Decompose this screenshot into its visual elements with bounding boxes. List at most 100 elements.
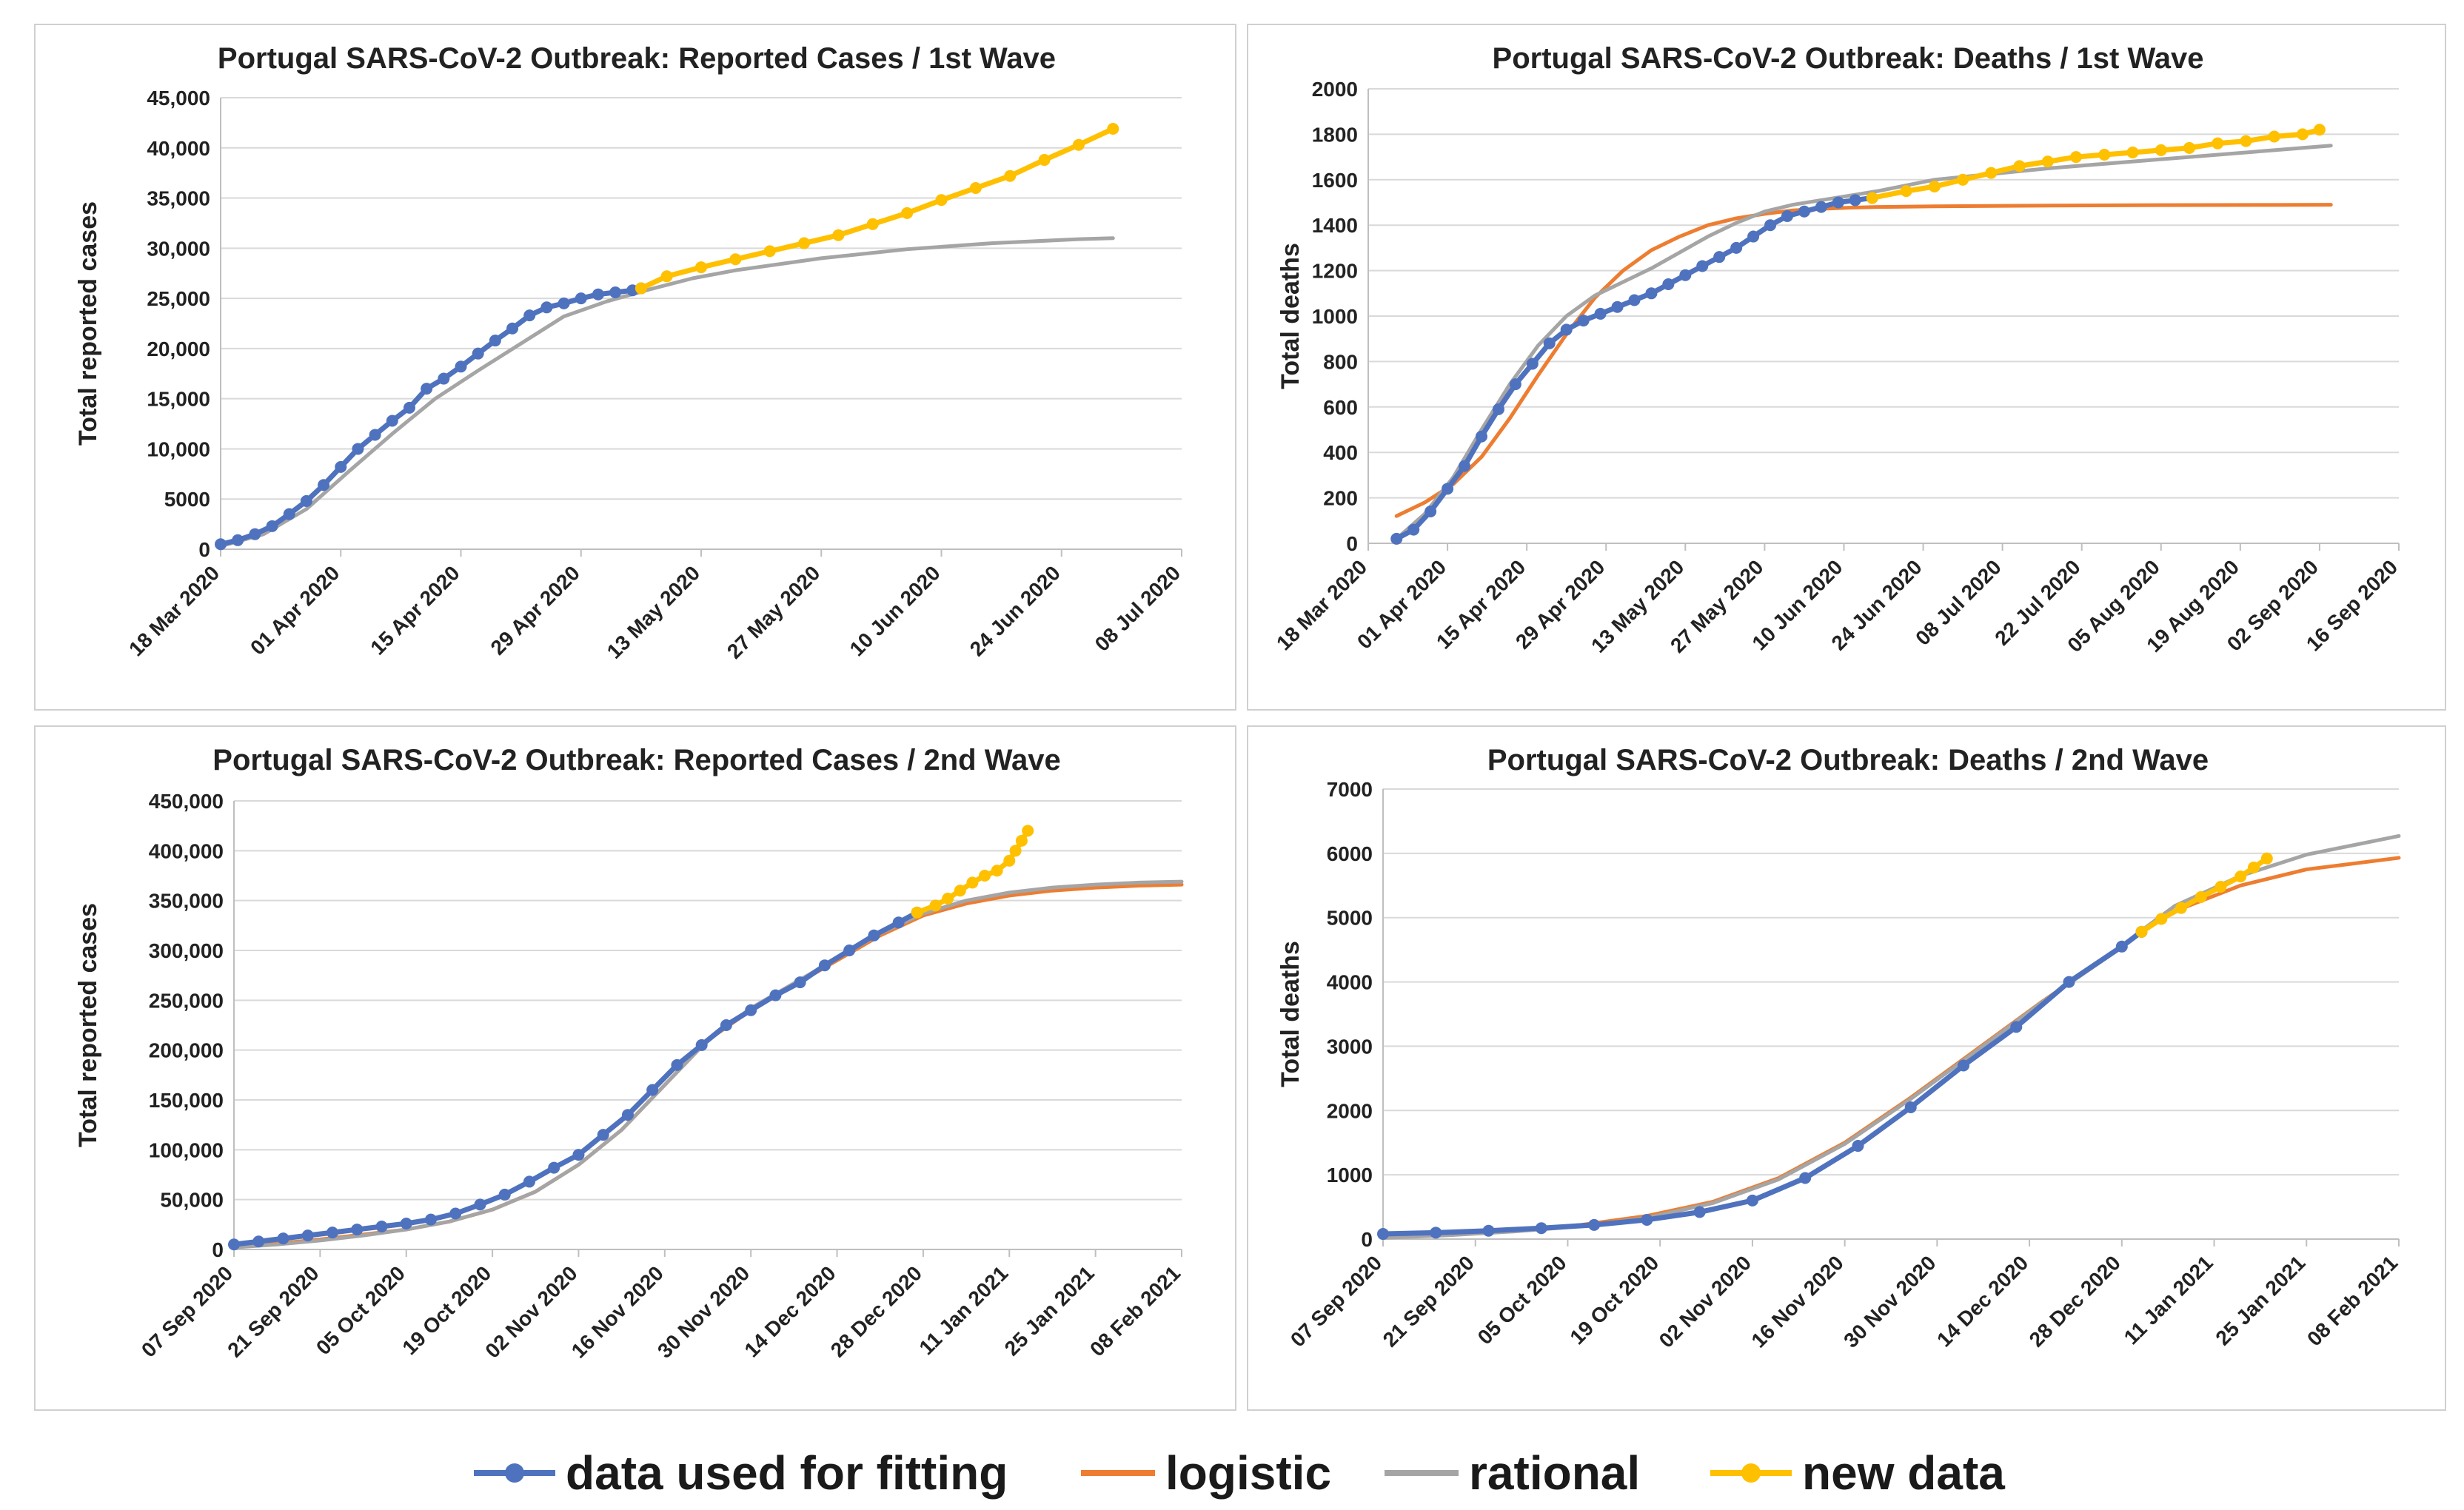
legend-swatch-logistic: [1081, 1470, 1155, 1476]
data-point-new-data: [935, 194, 948, 207]
data-point-data-used-for-fitting: [892, 916, 905, 929]
data-point-data-used-for-fitting: [1958, 1059, 1969, 1072]
data-point-data-used-for-fitting: [1849, 194, 1861, 207]
series-line-rational: [232, 879, 1184, 1249]
x-tick-label: 28 Dec 2020: [826, 1261, 926, 1361]
data-point-data-used-for-fitting: [592, 288, 604, 301]
data-point-new-data: [635, 282, 647, 295]
x-tick-label: 25 Jan 2021: [1000, 1261, 1099, 1360]
data-point-data-used-for-fitting: [548, 1161, 560, 1174]
data-point-data-used-for-fitting: [1543, 337, 1556, 349]
y-axis-label: Total reported cases: [74, 201, 102, 446]
y-tick-label: 1400: [1312, 214, 1358, 237]
x-tick-label: 29 Apr 2020: [486, 561, 584, 659]
data-point-data-used-for-fitting: [2115, 940, 2128, 953]
legend-swatch-new: [1710, 1463, 1792, 1483]
y-tick-label: 1600: [1312, 169, 1358, 192]
data-point-data-used-for-fitting: [868, 929, 880, 942]
series-line-data-used-for-fitting: [231, 910, 920, 1247]
data-point-data-used-for-fitting: [1535, 1222, 1547, 1235]
y-axis-label: Total reported cases: [74, 903, 102, 1147]
x-tick-label: 16 Nov 2020: [567, 1261, 668, 1362]
data-point-new-data: [2070, 151, 2083, 164]
x-tick-label: 27 May 2020: [723, 561, 825, 663]
y-tick-label: 0: [1346, 532, 1358, 555]
y-tick-label: 15,000: [147, 388, 210, 411]
data-point-new-data: [2126, 146, 2139, 158]
legend-label-logistic: logistic: [1165, 1446, 1332, 1500]
y-tick-label: 100,000: [149, 1138, 224, 1161]
data-point-data-used-for-fitting: [335, 460, 347, 473]
data-point-new-data: [2194, 890, 2207, 903]
data-point-data-used-for-fitting: [277, 1232, 289, 1245]
x-tick-label: 30 Nov 2020: [653, 1261, 754, 1362]
legend-swatch-fit: [474, 1463, 555, 1483]
data-point-new-data: [1957, 173, 1969, 186]
data-point-new-data: [1038, 154, 1051, 167]
y-tick-label: 3000: [1327, 1035, 1373, 1058]
chart-legend: data used for fitting logistic rational …: [0, 1436, 2464, 1510]
y-tick-label: 5000: [164, 488, 210, 511]
chart-title: Portugal SARS-CoV-2 Outbreak: Reported C…: [212, 744, 1060, 776]
data-point-data-used-for-fitting: [1645, 287, 1658, 300]
data-point-data-used-for-fitting: [1577, 315, 1590, 327]
legend-swatch-rational: [1385, 1470, 1459, 1476]
data-point-data-used-for-fitting: [375, 1221, 388, 1233]
data-point-new-data: [660, 270, 673, 283]
x-tick-label: 05 Oct 2020: [312, 1261, 409, 1359]
y-tick-label: 200,000: [149, 1039, 224, 1062]
chart-svg-cases-wave-1: Portugal SARS-CoV-2 Outbreak: Reported C…: [74, 42, 1185, 663]
series-line-rational: [1381, 833, 2401, 1240]
x-tick-label: 15 Apr 2020: [366, 561, 463, 659]
data-point-data-used-for-fitting: [575, 292, 587, 305]
data-point-data-used-for-fitting: [252, 1235, 265, 1248]
series-line-logistic: [232, 882, 1184, 1249]
x-tick-label: 08 Jul 2020: [1091, 561, 1185, 656]
data-point-new-data: [1003, 854, 1016, 867]
data-point-data-used-for-fitting: [2010, 1021, 2023, 1033]
data-point-new-data: [991, 865, 1003, 877]
x-tick-label: 10 Jun 2020: [846, 561, 945, 660]
data-point-data-used-for-fitting: [498, 1188, 511, 1201]
data-point-data-used-for-fitting: [472, 347, 484, 360]
data-point-data-used-for-fitting: [300, 494, 312, 507]
data-point-data-used-for-fitting: [1482, 1224, 1495, 1237]
data-point-data-used-for-fitting: [2063, 976, 2075, 988]
y-tick-label: 1800: [1312, 123, 1358, 146]
data-point-data-used-for-fitting: [228, 1238, 240, 1251]
data-point-data-used-for-fitting: [1526, 358, 1539, 370]
data-point-data-used-for-fitting: [1560, 323, 1573, 336]
data-point-data-used-for-fitting: [424, 1213, 437, 1226]
data-point-data-used-for-fitting: [1815, 201, 1827, 213]
x-tick-label: 19 Oct 2020: [1565, 1251, 1663, 1349]
x-tick-label: 21 Sep 2020: [223, 1261, 323, 1361]
data-point-data-used-for-fitting: [769, 989, 782, 1001]
data-point-new-data: [2268, 130, 2280, 143]
y-tick-label: 45,000: [147, 87, 210, 110]
data-point-new-data: [2175, 902, 2187, 914]
data-point-data-used-for-fitting: [1832, 196, 1844, 209]
data-point-new-data: [2155, 913, 2168, 925]
y-tick-label: 250,000: [149, 989, 224, 1012]
data-point-data-used-for-fitting: [455, 360, 467, 373]
y-tick-label: 35,000: [147, 187, 210, 210]
y-tick-label: 300,000: [149, 939, 224, 962]
y-tick-label: 30,000: [147, 237, 210, 260]
data-point-new-data: [901, 207, 914, 219]
data-point-data-used-for-fitting: [506, 322, 519, 335]
data-point-data-used-for-fitting: [794, 976, 806, 989]
data-point-data-used-for-fitting: [1459, 460, 1471, 472]
y-tick-label: 10,000: [147, 437, 210, 460]
x-tick-label: 11 Jan 2021: [2120, 1251, 2217, 1349]
data-point-new-data: [1928, 181, 1941, 193]
x-tick-label: 07 Sep 2020: [1286, 1251, 1386, 1351]
y-tick-label: 2000: [1327, 1099, 1373, 1122]
legend-item-logistic: logistic: [1081, 1436, 1331, 1510]
data-point-data-used-for-fitting: [720, 1019, 732, 1031]
data-point-data-used-for-fitting: [1430, 1227, 1442, 1239]
data-point-data-used-for-fitting: [1390, 532, 1403, 545]
series-line-data-used-for-fitting: [1393, 195, 1875, 542]
legend-item-rational: rational: [1385, 1436, 1640, 1510]
data-point-data-used-for-fitting: [301, 1229, 314, 1242]
legend-label-new: new data: [1802, 1446, 2005, 1500]
